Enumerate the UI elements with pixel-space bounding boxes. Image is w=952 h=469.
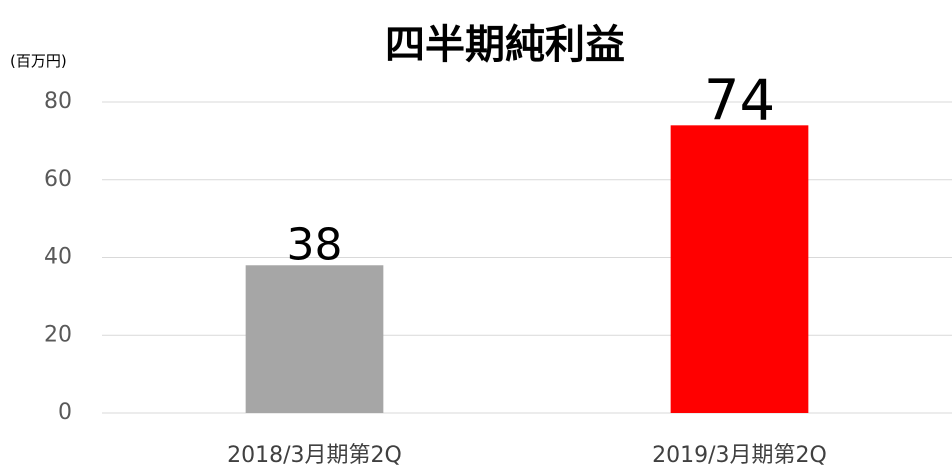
y-tick-label: 0 bbox=[58, 400, 72, 425]
x-tick-label: 2018/3月期第2Q bbox=[227, 443, 402, 468]
bar bbox=[245, 265, 384, 413]
y-tick-label: 40 bbox=[44, 245, 72, 270]
data-label: 74 bbox=[704, 68, 775, 133]
y-tick-label: 80 bbox=[44, 89, 72, 114]
y-tick-label: 20 bbox=[44, 322, 72, 347]
bar bbox=[670, 125, 809, 413]
chart-title: 四半期純利益 bbox=[385, 22, 625, 68]
x-tick-label: 2019/3月期第2Q bbox=[652, 443, 827, 468]
y-axis-label: (百万円) bbox=[10, 52, 67, 70]
data-label: 38 bbox=[287, 219, 343, 270]
y-tick-label: 60 bbox=[44, 167, 72, 192]
